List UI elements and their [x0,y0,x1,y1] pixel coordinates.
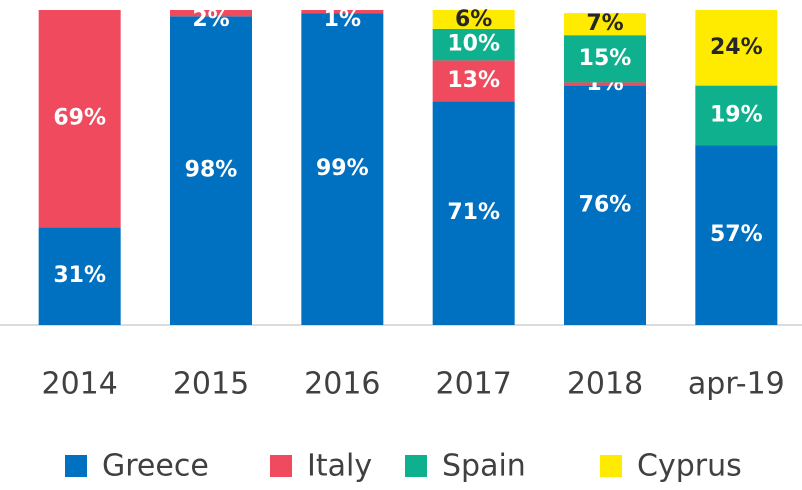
data-label: 19% [710,103,763,128]
legend-label: Cyprus [637,449,742,484]
bar-segment [695,10,778,86]
bar-segment [695,85,778,146]
legend-swatch [600,455,622,477]
bar-segment [301,13,384,326]
bar-segment [564,35,646,83]
data-label: 24% [710,35,763,60]
x-tick-label: 2017 [435,367,511,402]
data-label: 10% [447,32,500,57]
bar-segment [432,28,515,61]
bar-segment [432,101,515,325]
data-label: 15% [579,46,632,71]
x-tick-label: 2018 [567,367,643,402]
data-label: 31% [53,263,106,288]
data-label: 57% [710,222,763,247]
bar-segment [170,16,252,326]
data-label: 69% [53,106,106,131]
x-tick-label: apr-19 [688,367,785,402]
bar-segment [432,60,515,102]
legend-label: Spain [442,449,526,484]
bar-segment [170,10,252,17]
data-label: 6% [455,7,492,32]
data-label: 76% [579,192,632,217]
data-label: 1% [324,7,361,32]
legend-label: Greece [102,449,209,484]
x-tick-label: 2016 [304,367,380,402]
bar-segment [564,85,646,325]
x-tick-label: 2014 [41,367,117,402]
bar-segment [564,13,646,36]
bar-segment [564,82,646,86]
data-label: 2% [192,7,229,32]
data-label: 98% [185,158,238,183]
bar-segment [38,10,121,228]
legend-swatch [270,455,292,477]
legend-swatch [405,455,427,477]
data-label: 99% [316,156,369,181]
legend-swatch [65,455,87,477]
legend-label: Italy [307,449,372,484]
bar-segment [301,10,384,14]
data-label: 13% [447,68,500,93]
data-label: 7% [586,11,623,36]
data-label: 71% [447,200,500,225]
bar-segment [695,145,778,325]
bar-segment [432,10,515,29]
bar-segment [38,227,121,325]
x-tick-label: 2015 [173,367,249,402]
